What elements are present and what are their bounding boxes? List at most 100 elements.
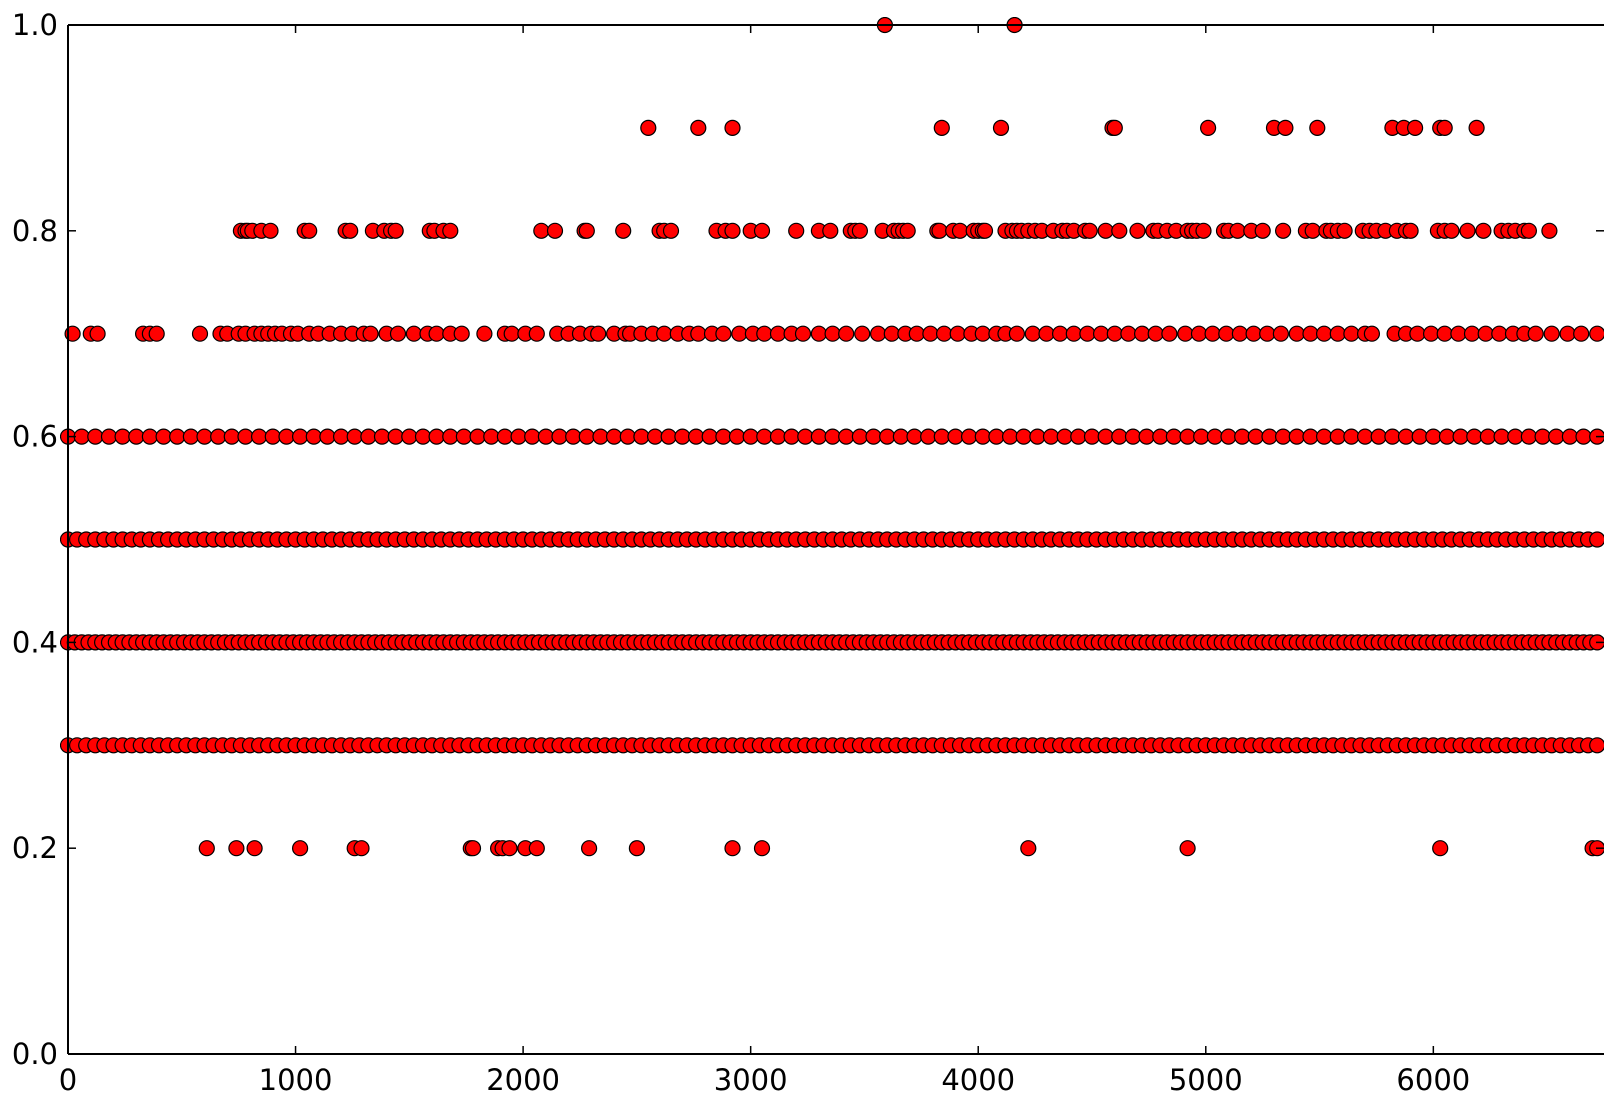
data-point: [428, 428, 445, 445]
x-tick-label: 4000: [941, 1063, 1015, 1097]
data-point: [1438, 428, 1456, 445]
data-point: [533, 222, 550, 239]
data-point: [1406, 119, 1424, 137]
data-point: [1272, 325, 1290, 342]
data-point: [662, 222, 680, 239]
data-point: [731, 325, 748, 342]
data-point: [1493, 428, 1510, 445]
data-point: [715, 428, 732, 445]
data-point: [1302, 428, 1319, 445]
data-point: [353, 840, 370, 857]
data-point: [1411, 428, 1428, 445]
data-point: [1397, 428, 1415, 445]
data-point: [196, 428, 213, 445]
data-point: [1477, 325, 1494, 342]
data-point: [128, 428, 145, 445]
data-point: [1343, 325, 1360, 342]
data-point: [1111, 222, 1128, 239]
data-point: [1363, 325, 1381, 342]
data-point: [869, 325, 887, 342]
data-point: [1491, 325, 1508, 342]
data-point: [824, 428, 841, 445]
data-point: [851, 428, 869, 445]
data-point: [1543, 325, 1560, 342]
data-point: [633, 428, 650, 445]
data-point: [1111, 428, 1128, 445]
data-point: [1234, 428, 1251, 445]
data-point: [1165, 428, 1183, 445]
data-point: [246, 840, 263, 857]
data-point: [1259, 325, 1276, 342]
data-point: [319, 428, 336, 445]
data-point: [565, 428, 582, 445]
data-point: [1229, 222, 1246, 239]
data-point: [1124, 428, 1142, 445]
data-point: [646, 428, 664, 445]
data-point: [342, 222, 359, 239]
data-point: [1443, 222, 1460, 239]
data-point: [1304, 222, 1321, 239]
data-point: [690, 119, 707, 137]
data-point: [615, 222, 632, 239]
data-point: [797, 428, 814, 445]
data-point: [1129, 222, 1146, 239]
data-point: [769, 428, 787, 445]
axes-layer: 0 1000 2000 3000 4000 5000 6000 0.0 0.2 0.4 0.6 0.8…: [12, 8, 1604, 1097]
data-point: [1133, 325, 1151, 342]
data-point: [756, 428, 773, 445]
data-point: [1254, 222, 1271, 239]
data-point: [1177, 325, 1194, 342]
data-point: [1179, 840, 1196, 857]
data-point: [453, 325, 470, 342]
data-point: [851, 222, 869, 239]
x-tick-label: 6000: [1396, 1063, 1470, 1097]
data-point: [822, 222, 839, 239]
data-point: [251, 428, 268, 445]
points-layer: [60, 17, 1604, 857]
data-point: [1015, 428, 1032, 445]
data-point: [1520, 428, 1538, 445]
data-point: [223, 428, 240, 445]
data-point: [922, 325, 939, 342]
data-point: [469, 428, 486, 445]
data-point: [580, 840, 598, 857]
y-tick-label: 1.0: [12, 8, 58, 42]
data-point: [1534, 428, 1551, 445]
data-point: [546, 222, 564, 239]
data-point: [387, 428, 404, 445]
data-point: [794, 325, 812, 342]
data-point: [788, 222, 805, 239]
data-point: [1315, 428, 1333, 445]
data-point: [455, 428, 472, 445]
data-point: [1193, 428, 1210, 445]
data-point: [1336, 222, 1353, 239]
data-point: [1384, 428, 1401, 445]
data-point: [690, 325, 707, 342]
data-point: [228, 840, 245, 857]
data-point: [442, 428, 459, 445]
data-point: [362, 325, 379, 342]
data-point: [1097, 222, 1114, 239]
data-point: [883, 325, 900, 342]
data-point: [114, 428, 131, 445]
data-point: [715, 325, 732, 342]
data-point: [442, 222, 459, 239]
data-point: [783, 428, 800, 445]
data-point: [1152, 428, 1169, 445]
data-point: [510, 428, 527, 445]
data-point: [387, 222, 404, 239]
data-point: [753, 222, 771, 239]
data-point: [87, 428, 104, 445]
data-point: [1065, 325, 1082, 342]
data-point: [73, 428, 90, 445]
data-point: [1548, 428, 1565, 445]
data-point: [974, 428, 991, 445]
x-tick-label: 0: [59, 1063, 77, 1097]
data-point: [756, 325, 773, 342]
data-point: [656, 325, 673, 342]
data-point: [1309, 119, 1326, 137]
data-point: [724, 119, 741, 137]
data-point: [1092, 325, 1110, 342]
data-point: [1302, 325, 1319, 342]
